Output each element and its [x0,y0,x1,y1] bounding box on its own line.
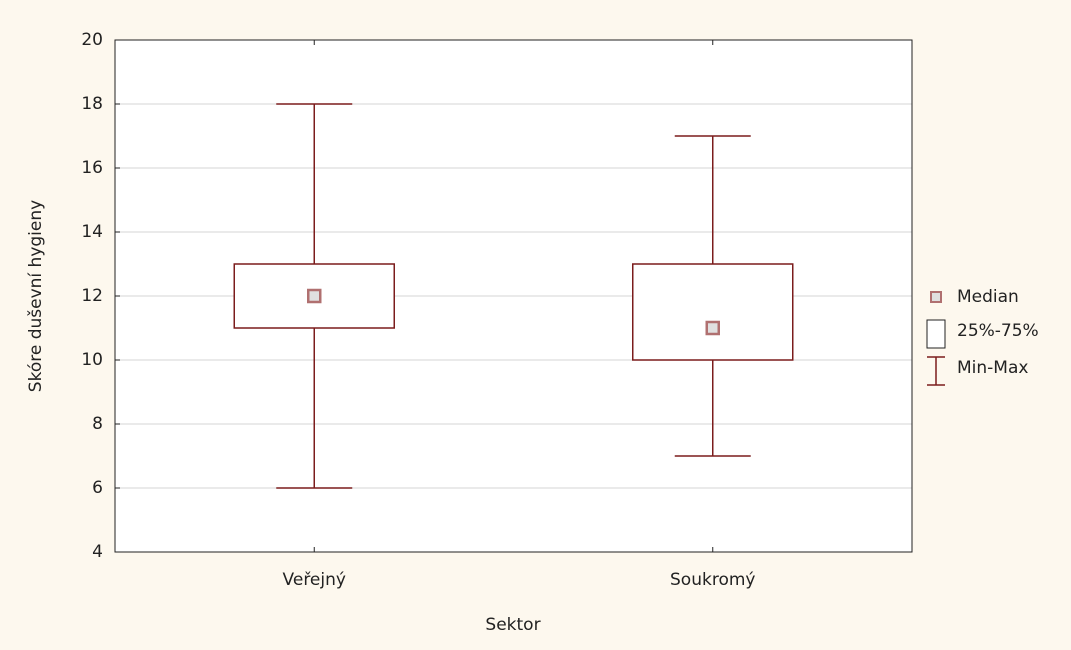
y-tick-label: 20 [81,30,103,50]
x-tick-label: Veřejný [283,570,346,590]
legend-label: Min-Max [957,358,1028,378]
legend-label: Median [957,287,1019,307]
x-axis-label: Sektor [485,615,540,635]
median-marker [705,320,720,336]
legend-label: 25%-75% [957,321,1039,341]
y-tick-label: 8 [92,414,103,434]
y-tick-label: 18 [81,94,103,114]
legend-box-symbol [926,319,946,349]
y-tick-label: 12 [81,286,103,306]
y-axis-label: Skóre duševní hygieny [26,200,46,392]
legend-median-symbol [930,291,942,303]
median-marker [307,288,322,304]
box [632,263,794,361]
plot-frame [114,39,913,553]
y-tick-label: 6 [92,478,103,498]
y-tick-label: 10 [81,350,103,370]
y-tick-label: 16 [81,158,103,178]
x-tick-label: Soukromý [670,570,755,590]
y-tick-label: 4 [92,542,103,562]
y-tick-label: 14 [81,222,103,242]
